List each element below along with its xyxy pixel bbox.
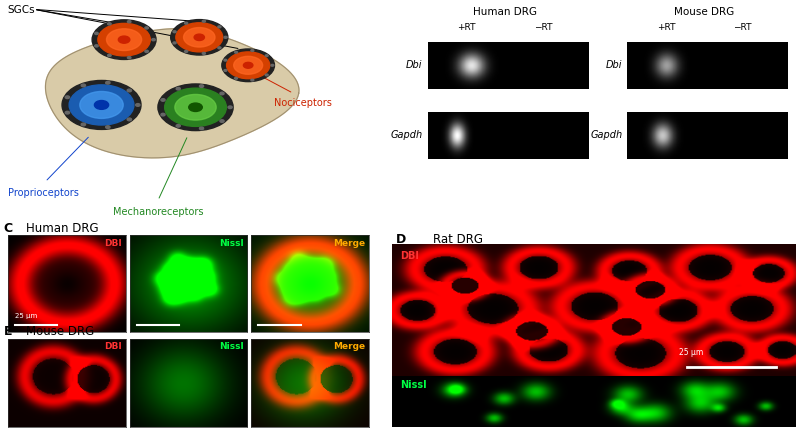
Circle shape [80, 92, 123, 118]
Circle shape [94, 32, 98, 34]
Circle shape [145, 50, 148, 52]
Circle shape [271, 64, 274, 66]
Text: E: E [4, 325, 12, 337]
Circle shape [234, 56, 262, 74]
Circle shape [170, 20, 228, 55]
Circle shape [106, 81, 110, 84]
Circle shape [228, 106, 232, 109]
Circle shape [243, 62, 253, 68]
Circle shape [176, 125, 180, 127]
Circle shape [106, 29, 142, 51]
Text: DBI: DBI [400, 251, 419, 261]
Text: Dbi: Dbi [406, 60, 422, 70]
Text: Nociceptors: Nociceptors [274, 98, 332, 108]
Text: +RT: +RT [457, 23, 475, 33]
Text: DBI: DBI [104, 239, 122, 248]
Text: Proprioceptors: Proprioceptors [7, 188, 78, 198]
Circle shape [199, 127, 203, 130]
Text: Nissl: Nissl [219, 239, 244, 248]
Circle shape [220, 92, 224, 95]
Circle shape [108, 23, 111, 25]
Circle shape [220, 120, 224, 122]
Circle shape [189, 103, 202, 111]
Circle shape [161, 114, 165, 116]
Text: Mouse DRG: Mouse DRG [26, 325, 94, 337]
Circle shape [152, 39, 155, 41]
Circle shape [183, 28, 215, 47]
Circle shape [194, 34, 205, 40]
Text: Gapdh: Gapdh [590, 130, 622, 140]
Circle shape [185, 51, 188, 52]
Circle shape [202, 20, 206, 22]
Circle shape [106, 126, 110, 128]
Circle shape [94, 45, 98, 47]
Text: −RT: −RT [534, 23, 552, 33]
Text: Mouse DRG: Mouse DRG [674, 7, 734, 17]
Circle shape [176, 23, 222, 52]
Circle shape [234, 77, 238, 79]
Circle shape [165, 88, 226, 126]
Circle shape [127, 21, 131, 23]
Circle shape [185, 22, 188, 24]
Text: Merge: Merge [333, 239, 366, 248]
Circle shape [66, 96, 70, 99]
Text: C: C [4, 222, 13, 235]
Circle shape [98, 23, 150, 56]
Circle shape [108, 55, 111, 56]
Text: Nissl: Nissl [400, 380, 426, 390]
Circle shape [81, 123, 86, 126]
Circle shape [127, 56, 131, 59]
Text: Gapdh: Gapdh [390, 130, 422, 140]
Text: Merge: Merge [333, 342, 366, 351]
Circle shape [222, 49, 274, 81]
Circle shape [69, 85, 134, 125]
Circle shape [234, 51, 238, 53]
Circle shape [81, 84, 86, 87]
Text: Nissl: Nissl [219, 342, 244, 351]
Text: Rat DRG: Rat DRG [433, 233, 483, 246]
Circle shape [199, 85, 203, 88]
Circle shape [136, 103, 140, 106]
Text: 25 µm: 25 µm [679, 348, 703, 357]
Circle shape [176, 88, 180, 90]
Circle shape [127, 118, 131, 121]
Circle shape [94, 100, 109, 110]
Circle shape [224, 59, 227, 61]
Text: Human DRG: Human DRG [473, 7, 537, 17]
Circle shape [224, 37, 227, 38]
Text: Mechanoreceptors: Mechanoreceptors [113, 206, 203, 216]
Circle shape [266, 55, 268, 57]
Circle shape [66, 111, 70, 114]
Circle shape [202, 52, 206, 55]
Circle shape [224, 70, 227, 71]
Circle shape [173, 31, 176, 33]
Circle shape [118, 36, 130, 43]
Circle shape [226, 52, 270, 79]
Circle shape [218, 47, 221, 49]
Circle shape [251, 50, 254, 51]
Circle shape [62, 81, 141, 129]
Text: −RT: −RT [734, 23, 752, 33]
Circle shape [145, 27, 148, 29]
Circle shape [218, 26, 221, 28]
Circle shape [158, 84, 233, 131]
Circle shape [161, 99, 165, 101]
Circle shape [127, 89, 131, 92]
Text: D: D [396, 233, 406, 246]
Circle shape [266, 74, 268, 76]
Text: SGCs: SGCs [7, 5, 35, 15]
Text: Human DRG: Human DRG [26, 222, 99, 235]
Text: Dbi: Dbi [606, 60, 622, 70]
Circle shape [251, 79, 254, 81]
Circle shape [175, 95, 216, 120]
Text: DBI: DBI [104, 342, 122, 351]
Circle shape [92, 20, 156, 59]
Text: +RT: +RT [657, 23, 675, 33]
Polygon shape [46, 29, 299, 158]
Text: 25 µm: 25 µm [15, 313, 38, 319]
Circle shape [173, 42, 176, 44]
